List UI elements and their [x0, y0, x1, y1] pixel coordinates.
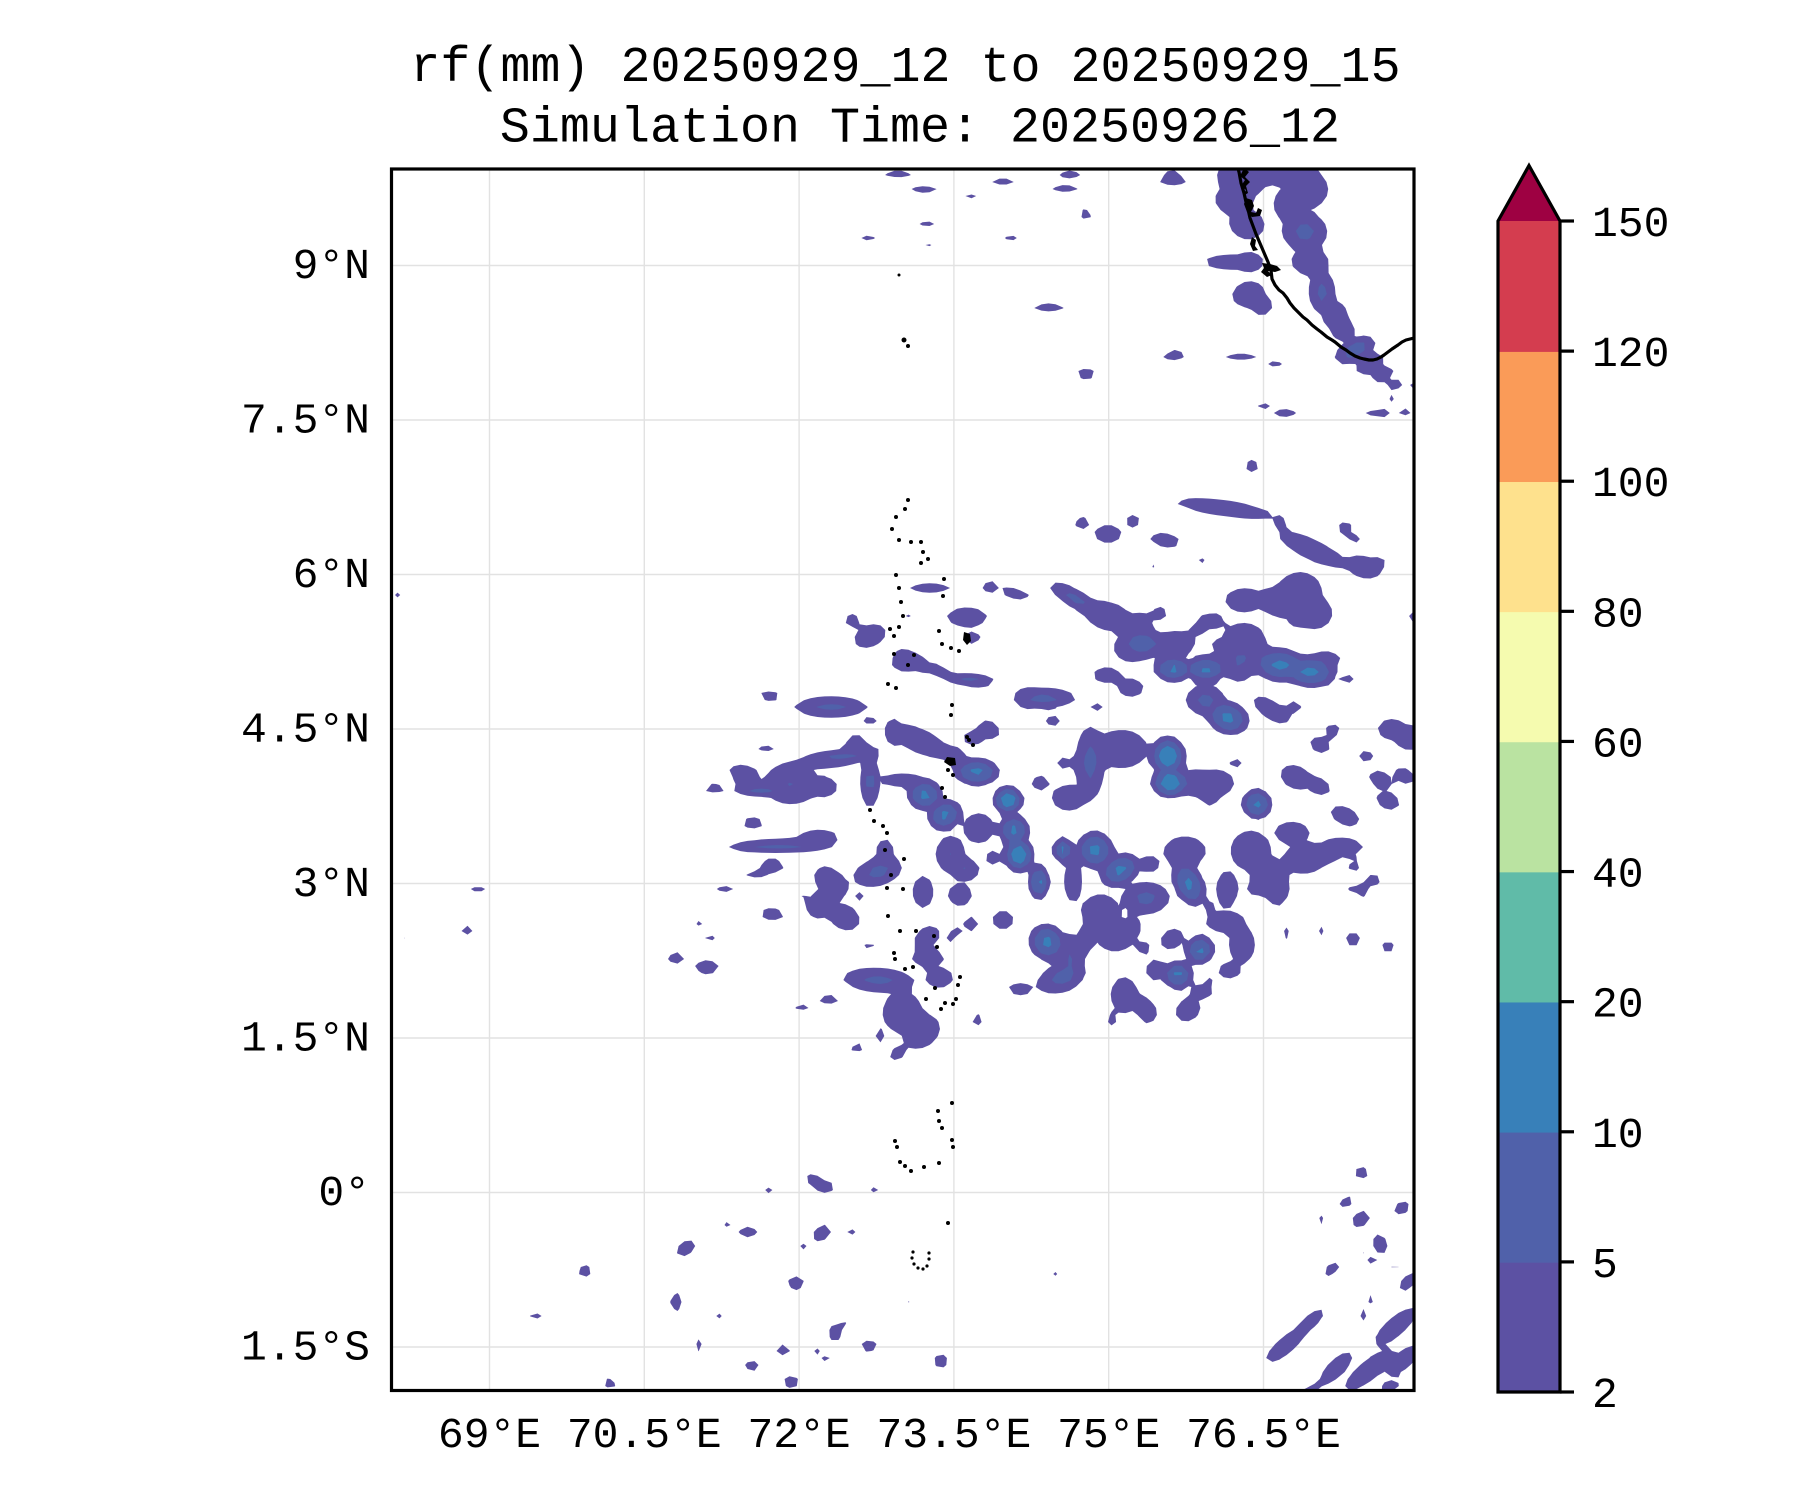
svg-text:72°E: 72°E: [747, 1411, 850, 1460]
svg-text:100: 100: [1592, 460, 1669, 509]
svg-text:120: 120: [1592, 330, 1669, 379]
svg-text:75°E: 75°E: [1057, 1411, 1160, 1460]
svg-text:5: 5: [1592, 1241, 1618, 1290]
svg-text:20: 20: [1592, 981, 1644, 1030]
svg-text:7.5°N: 7.5°N: [241, 397, 370, 446]
svg-text:1.5°N: 1.5°N: [241, 1015, 370, 1064]
svg-text:76.5°E: 76.5°E: [1186, 1411, 1341, 1460]
svg-text:40: 40: [1592, 851, 1644, 900]
svg-text:9°N: 9°N: [293, 242, 370, 291]
svg-text:70.5°E: 70.5°E: [567, 1411, 722, 1460]
svg-text:80: 80: [1592, 590, 1644, 639]
svg-text:10: 10: [1592, 1111, 1644, 1160]
svg-text:1.5°S: 1.5°S: [241, 1324, 370, 1373]
svg-text:150: 150: [1592, 200, 1669, 249]
svg-text:Simulation Time: 20250926_12: Simulation Time: 20250926_12: [500, 101, 1340, 158]
svg-text:2: 2: [1592, 1371, 1618, 1420]
svg-text:rf(mm) 20250929_12 to 20250929: rf(mm) 20250929_12 to 20250929_15: [410, 40, 1400, 97]
svg-text:69°E: 69°E: [438, 1411, 541, 1460]
svg-text:4.5°N: 4.5°N: [241, 706, 370, 755]
svg-text:3°N: 3°N: [293, 860, 370, 909]
svg-text:6°N: 6°N: [293, 551, 370, 600]
svg-text:0°: 0°: [318, 1169, 370, 1218]
svg-text:60: 60: [1592, 720, 1644, 769]
svg-text:73.5°E: 73.5°E: [876, 1411, 1031, 1460]
